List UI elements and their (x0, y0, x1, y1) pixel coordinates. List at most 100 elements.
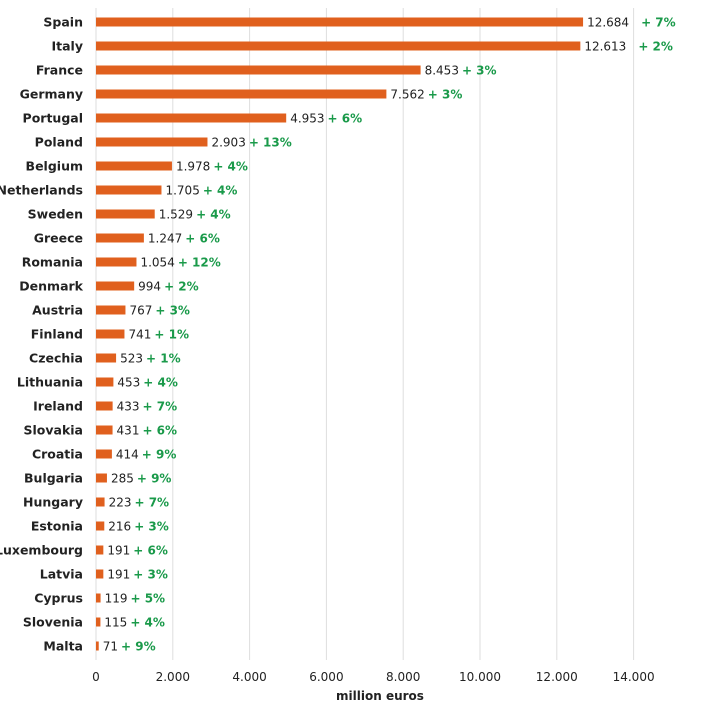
bar (96, 41, 581, 51)
change-label: + 6% (328, 112, 363, 126)
x-tick-label: 8.000 (386, 670, 420, 684)
value-label: 994 (138, 280, 161, 294)
value-label: 1.705 (165, 184, 199, 198)
value-label: 1.978 (176, 160, 210, 174)
bar (96, 425, 113, 435)
category-label: Czechia (29, 351, 83, 366)
bar (96, 569, 104, 579)
x-tick-label: 10.000 (459, 670, 501, 684)
value-label: 12.613 (584, 40, 626, 54)
bar (96, 305, 126, 315)
change-label: + 3% (155, 304, 190, 318)
value-label: 431 (117, 424, 140, 438)
change-label: + 4% (143, 376, 178, 390)
value-label: 4.953 (290, 112, 324, 126)
value-label: 12.684 (587, 16, 629, 30)
category-label: France (36, 63, 83, 78)
category-label: Netherlands (0, 183, 83, 198)
change-label: + 4% (203, 184, 238, 198)
change-label: + 9% (142, 448, 177, 462)
category-label: Denmark (19, 279, 83, 294)
category-label: Lithuania (17, 375, 83, 390)
value-label: 191 (107, 544, 130, 558)
category-label: Poland (35, 135, 83, 150)
category-label: Greece (34, 231, 83, 246)
category-label: Latvia (40, 567, 83, 582)
label-layer: Spain 12.684 + 7% Italy 12.613 + 2% France 8.45… (0, 15, 676, 654)
bar (96, 401, 113, 411)
change-label: + 3% (134, 520, 169, 534)
change-label: + 6% (133, 544, 168, 558)
change-label: + 9% (137, 472, 172, 486)
x-tick-label: 0 (92, 670, 100, 684)
category-label: Spain (43, 15, 83, 30)
value-label: 8.453 (425, 64, 459, 78)
change-label: + 3% (462, 64, 497, 78)
category-label: Cyprus (34, 591, 83, 606)
bar (96, 137, 208, 147)
value-label: 71 (103, 640, 118, 654)
change-label: + 1% (146, 352, 181, 366)
category-label: Germany (20, 87, 83, 102)
value-label: 523 (120, 352, 143, 366)
value-label: 216 (108, 520, 131, 534)
bar (96, 473, 107, 483)
bar (96, 257, 137, 267)
value-label: 2.903 (211, 136, 245, 150)
change-label: + 7% (641, 16, 676, 30)
category-label: Slovakia (24, 423, 84, 438)
bar (96, 281, 135, 291)
x-tick-label: 14.000 (613, 670, 655, 684)
change-label: + 13% (249, 136, 292, 150)
change-label: + 2% (164, 280, 199, 294)
bar (96, 65, 421, 75)
category-label: Ireland (33, 399, 83, 414)
change-label: + 12% (178, 256, 221, 270)
category-label: Romania (22, 255, 83, 270)
bar (96, 353, 117, 363)
bar (96, 209, 155, 219)
value-label: 191 (107, 568, 130, 582)
x-tick-label: 6.000 (309, 670, 343, 684)
change-label: + 1% (154, 328, 189, 342)
change-label: + 2% (638, 40, 673, 54)
bar (96, 593, 101, 603)
change-label: + 6% (142, 424, 177, 438)
bar (96, 17, 584, 27)
value-label: 1.529 (159, 208, 193, 222)
bar (96, 617, 101, 627)
bar (96, 521, 105, 531)
bar (96, 113, 287, 123)
category-label: Portugal (23, 111, 83, 126)
bar (96, 497, 105, 507)
value-label: 767 (129, 304, 152, 318)
bar (96, 185, 162, 195)
value-label: 223 (109, 496, 132, 510)
change-label: + 4% (196, 208, 231, 222)
change-label: + 6% (185, 232, 220, 246)
category-label: Italy (52, 39, 84, 54)
change-label: + 4% (213, 160, 248, 174)
x-axis-title: million euros (336, 689, 424, 703)
value-label: 453 (117, 376, 140, 390)
bar (96, 377, 114, 387)
bar-layer (96, 17, 584, 651)
bar (96, 641, 99, 651)
category-label: Malta (43, 639, 83, 654)
x-axis-ticks: 0 2.000 4.000 6.000 8.000 10.000 12.000 14.000 (92, 670, 654, 684)
change-label: + 3% (428, 88, 463, 102)
category-label: Finland (31, 327, 83, 342)
category-label: Sweden (28, 207, 83, 222)
category-label: Bulgaria (24, 471, 83, 486)
x-tick-label: 2.000 (156, 670, 190, 684)
category-label: Slovenia (23, 615, 83, 630)
bar (96, 449, 112, 459)
change-label: + 7% (134, 496, 169, 510)
change-label: + 7% (143, 400, 178, 414)
value-label: 741 (128, 328, 151, 342)
category-label: Croatia (32, 447, 83, 462)
value-label: 119 (105, 592, 128, 606)
value-label: 433 (117, 400, 140, 414)
value-label: 7.562 (390, 88, 424, 102)
